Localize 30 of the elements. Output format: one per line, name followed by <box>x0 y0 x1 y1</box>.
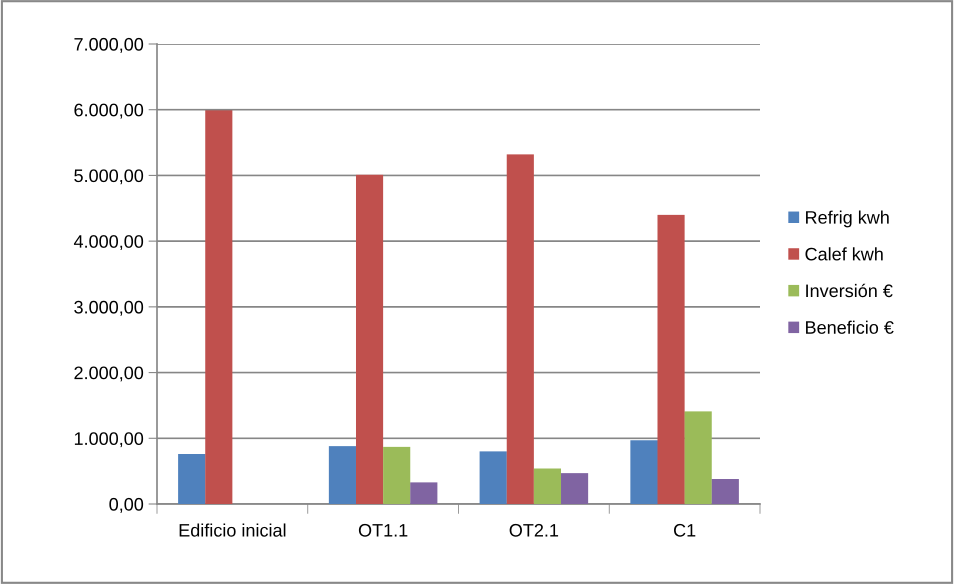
y-tick-label: 5.000,00 <box>74 169 144 184</box>
x-tick-label: OT1.1 <box>358 524 408 537</box>
bar <box>534 468 562 504</box>
bar <box>506 154 534 504</box>
bar <box>480 451 507 504</box>
legend-label: Refrig kwh <box>806 210 889 228</box>
y-tick-label: 3.000,00 <box>74 300 144 316</box>
x-tick-label: C1 <box>674 524 696 537</box>
legend-label: Calef kwh <box>805 247 883 260</box>
bar <box>410 482 438 504</box>
x-tick-label: Edificio inicial <box>180 523 286 537</box>
bar <box>328 446 356 504</box>
bar <box>561 473 588 504</box>
bar <box>630 440 658 504</box>
legend-label: Beneficio € <box>806 320 894 334</box>
y-tick-label: 6.000,00 <box>74 104 144 119</box>
bar <box>205 110 232 504</box>
y-tick-label: 4.000,00 <box>74 235 144 250</box>
legend-label: Inversión € <box>806 284 893 298</box>
bar <box>684 411 712 504</box>
y-tick-label: 0,00 <box>109 498 144 513</box>
bar <box>356 174 384 504</box>
x-tick-label: OT2.1 <box>510 524 558 537</box>
y-tick-label: 2.000,00 <box>74 366 144 382</box>
bar <box>178 454 206 504</box>
y-tick-label: 1.000,00 <box>74 432 144 448</box>
y-tick-label: 7.000,00 <box>74 38 144 53</box>
bar <box>712 479 739 504</box>
bar <box>657 214 685 504</box>
bar <box>383 446 410 504</box>
